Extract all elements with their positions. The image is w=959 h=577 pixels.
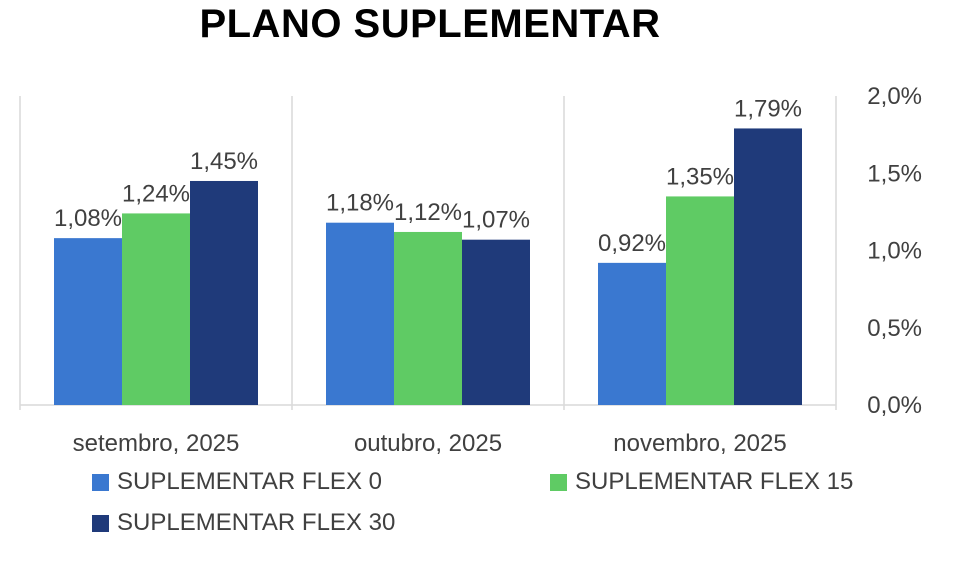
legend-label-flex-0: SUPLEMENTAR FLEX 0: [117, 468, 382, 495]
bar: [54, 238, 122, 405]
chart-legend: SUPLEMENTAR FLEX 0 SUPLEMENTAR FLEX 15 S…: [92, 468, 952, 558]
legend-label-flex-15: SUPLEMENTAR FLEX 15: [575, 468, 854, 495]
y-tick-label: 0,0%: [867, 392, 922, 419]
x-tick-label: setembro, 2025: [73, 430, 240, 457]
y-tick-label: 2,0%: [867, 83, 922, 110]
data-label: 1,45%: [190, 148, 258, 175]
data-label: 1,07%: [462, 207, 530, 234]
x-tick-label: novembro, 2025: [613, 430, 786, 457]
y-tick-label: 1,0%: [867, 238, 922, 265]
bar: [326, 222, 394, 405]
legend-item-flex-30: SUPLEMENTAR FLEX 30: [92, 509, 395, 537]
legend-item-flex-0: SUPLEMENTAR FLEX 0: [92, 468, 382, 496]
bar: [598, 262, 666, 405]
bar: [734, 128, 802, 405]
data-label: 1,24%: [122, 180, 190, 207]
bar: [666, 196, 734, 405]
x-tick-label: outubro, 2025: [354, 430, 502, 457]
bar: [462, 239, 530, 405]
legend-item-flex-15: SUPLEMENTAR FLEX 15: [550, 468, 853, 496]
bar: [190, 180, 258, 405]
legend-swatch-flex-0: [92, 473, 109, 491]
y-tick-label: 0,5%: [867, 315, 922, 342]
data-label: 0,92%: [598, 230, 666, 257]
legend-label-flex-30: SUPLEMENTAR FLEX 30: [117, 509, 396, 536]
data-label: 1,08%: [54, 205, 122, 232]
bar: [394, 231, 462, 405]
legend-swatch-flex-15: [550, 473, 567, 491]
data-label: 1,18%: [326, 190, 394, 217]
y-tick-label: 1,5%: [867, 160, 922, 187]
bar: [122, 213, 190, 405]
data-label: 1,12%: [394, 199, 462, 226]
chart-title: PLANO SUPLEMENTAR: [199, 2, 661, 46]
data-label: 1,35%: [666, 163, 734, 190]
data-label: 1,79%: [734, 95, 802, 122]
legend-swatch-flex-30: [92, 514, 109, 532]
